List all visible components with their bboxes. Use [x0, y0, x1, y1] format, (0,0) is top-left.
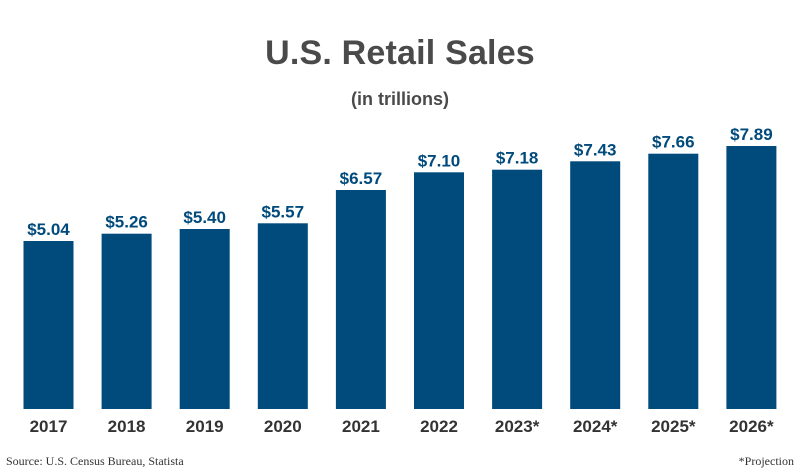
- data-label-2025*: $7.66: [652, 133, 695, 152]
- bar-2026*: [726, 146, 777, 409]
- bar-2024*: [570, 161, 621, 409]
- x-tick-label-2023*: 2023*: [495, 417, 540, 436]
- data-label-2018: $5.26: [105, 213, 148, 232]
- x-tick-label-2020: 2020: [264, 417, 302, 436]
- bar-2022: [414, 172, 464, 409]
- x-tick-label-2017: 2017: [30, 417, 68, 436]
- x-tick-label-2025*: 2025*: [651, 417, 696, 436]
- bar-2019: [179, 229, 230, 409]
- source-note: Source: U.S. Census Bureau, Statista: [6, 454, 184, 468]
- data-label-2026*: $7.89: [730, 125, 773, 144]
- data-label-2023*: $7.18: [496, 149, 539, 168]
- bar-2018: [101, 233, 152, 409]
- chart-subtitle: (in trillions): [351, 89, 449, 109]
- bar-2017: [23, 241, 74, 409]
- data-label-2019: $5.40: [183, 208, 226, 227]
- chart-title: U.S. Retail Sales: [265, 34, 535, 72]
- x-tick-label-2022: 2022: [420, 417, 458, 436]
- data-label-2021: $6.57: [340, 169, 383, 188]
- x-tick-label-2019: 2019: [186, 417, 224, 436]
- x-tick-label-2026*: 2026*: [729, 417, 774, 436]
- x-tick-label-2021: 2021: [342, 417, 380, 436]
- data-label-2017: $5.04: [27, 220, 70, 239]
- bar-2023*: [492, 169, 543, 409]
- x-tick-label-2024*: 2024*: [573, 417, 618, 436]
- bar-2020: [257, 223, 308, 409]
- bar-2021: [335, 190, 386, 409]
- bar-2025*: [648, 153, 699, 409]
- data-label-2024*: $7.43: [574, 140, 617, 159]
- projection-note: *Projection: [738, 454, 794, 468]
- x-tick-label-2018: 2018: [108, 417, 146, 436]
- data-label-2020: $5.57: [262, 202, 305, 221]
- data-label-2022: $7.10: [418, 151, 461, 170]
